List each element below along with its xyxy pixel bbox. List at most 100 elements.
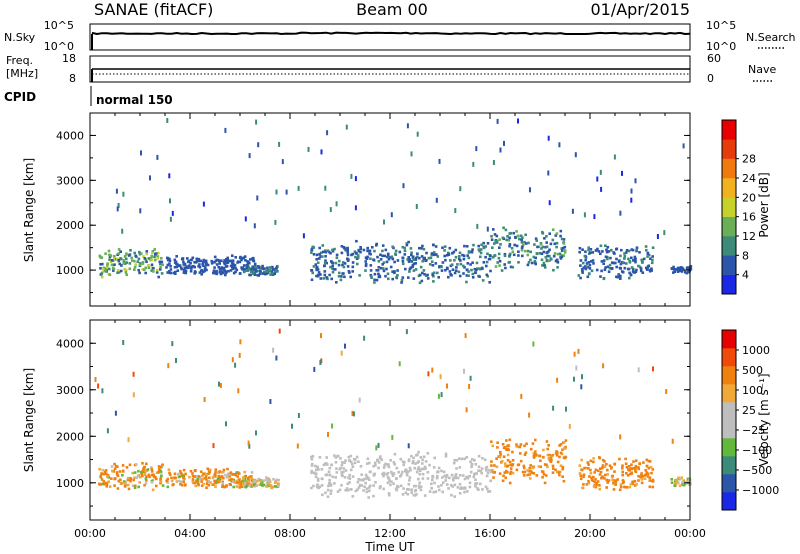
power-echo-cell (261, 267, 265, 270)
power-echo-cell (324, 250, 328, 254)
power-scatter-cell (583, 212, 586, 218)
power-echo-cell (431, 272, 435, 276)
velocity-echo-cell (154, 476, 157, 479)
velocity-echo-cell (159, 478, 162, 481)
power-echo-cell (113, 254, 116, 258)
velocity-echo-cell (418, 468, 422, 471)
velocity-echo-cell (686, 477, 690, 481)
power-echo-cell (633, 255, 637, 259)
velocity-echo-cell (682, 481, 685, 484)
velocity-echo-cell (592, 475, 595, 479)
power-echo-cell (512, 253, 516, 257)
power-scatter-cell (529, 187, 531, 193)
velocity-echo-cell (387, 463, 390, 466)
velocity-echo-cell (541, 470, 545, 474)
velocity-scatter-cell (446, 383, 448, 389)
power-echo-cell (411, 265, 414, 269)
velocity-echo-cell (214, 471, 217, 474)
power-ytick-label: 4000 (56, 129, 84, 142)
power-echo-cell (462, 257, 466, 261)
velocity-echo-cell (310, 464, 314, 467)
velocity-echo-cell (206, 467, 209, 471)
power-echo-cell (393, 271, 396, 275)
power-echo-cell (168, 262, 171, 265)
velocity-echo-cell (363, 485, 366, 489)
velocity-echo-cell (605, 462, 608, 466)
velocity-scatter-cell (219, 383, 222, 388)
nsky-left-tick-top: 10^5 (44, 19, 74, 32)
power-echo-cell (503, 252, 507, 256)
power-echo-cell (684, 270, 687, 274)
velocity-echo-cell (646, 475, 650, 478)
velocity-echo-cell (321, 477, 324, 481)
power-scatter-cell (350, 173, 353, 179)
velocity-echo-cell (435, 476, 439, 480)
velocity-echo-cell (348, 481, 351, 484)
velocity-echo-cell (606, 481, 609, 484)
power-echo-cell (462, 272, 465, 275)
velocity-echo-cell (629, 467, 633, 470)
power-echo-cell (435, 253, 438, 256)
power-echo-cell (362, 248, 366, 252)
power-scatter-cell (416, 131, 419, 137)
power-ylabel: Slant Range [km] (22, 158, 36, 262)
velocity-echo-cell (399, 484, 403, 488)
velocity-echo-cell (113, 462, 116, 466)
power-echo-cell (401, 259, 405, 263)
velocity-echo-cell (634, 469, 637, 472)
velocity-echo-cell (436, 474, 439, 478)
power-echo-cell (539, 242, 543, 246)
power-echo-cell (590, 260, 593, 263)
power-echo-cell (533, 243, 536, 246)
power-echo-cell (198, 266, 202, 269)
velocity-echo-cell (589, 468, 592, 472)
velocity-echo-cell (256, 479, 259, 483)
power-echo-cell (325, 276, 328, 279)
velocity-echo-cell (485, 474, 489, 478)
velocity-scatter-cell (565, 406, 567, 412)
power-echo-cell (396, 269, 399, 272)
power-echo-cell (354, 251, 358, 255)
velocity-scatter-cell (573, 376, 575, 382)
power-echo-cell (174, 272, 177, 275)
velocity-echo-cell (180, 483, 184, 487)
power-echo-cell (385, 260, 389, 264)
power-echo-cell (384, 274, 387, 278)
velocity-echo-cell (352, 457, 356, 461)
power-echo-cell (369, 257, 372, 260)
power-echo-cell (102, 268, 105, 271)
velocity-echo-cell (138, 481, 141, 484)
power-echo-cell (251, 265, 254, 269)
velocity-echo-cell (327, 470, 331, 474)
velocity-echo-cell (393, 463, 396, 466)
velocity-echo-cell (338, 488, 342, 492)
velocity-echo-cell (595, 483, 599, 486)
velocity-echo-cell (204, 475, 208, 478)
velocity-echo-cell (196, 475, 199, 478)
power-echo-cell (195, 257, 199, 261)
power-echo-cell (154, 252, 157, 256)
velocity-echo-cell (643, 477, 647, 480)
power-echo-cell (559, 229, 563, 233)
velocity-echo-cell (389, 483, 392, 487)
velocity-echo-cell (532, 451, 536, 455)
power-echo-cell (370, 276, 373, 280)
velocity-echo-cell (405, 472, 409, 475)
power-colorbar-band (722, 178, 736, 198)
velocity-echo-cell (159, 480, 163, 484)
power-echo-cell (465, 245, 469, 248)
power-echo-cell (358, 274, 361, 277)
power-echo-cell (222, 261, 226, 264)
power-echo-cell (122, 259, 126, 262)
velocity-echo-cell (623, 485, 626, 489)
power-echo-cell (410, 253, 413, 257)
velocity-echo-cell (583, 466, 586, 470)
power-echo-cell (177, 264, 181, 268)
power-echo-cell (555, 241, 559, 245)
power-ytick-label: 3000 (56, 174, 84, 187)
power-echo-cell (432, 253, 436, 257)
power-echo-cell (560, 247, 563, 250)
velocity-echo-cell (335, 471, 339, 474)
power-echo-cell (389, 256, 392, 259)
